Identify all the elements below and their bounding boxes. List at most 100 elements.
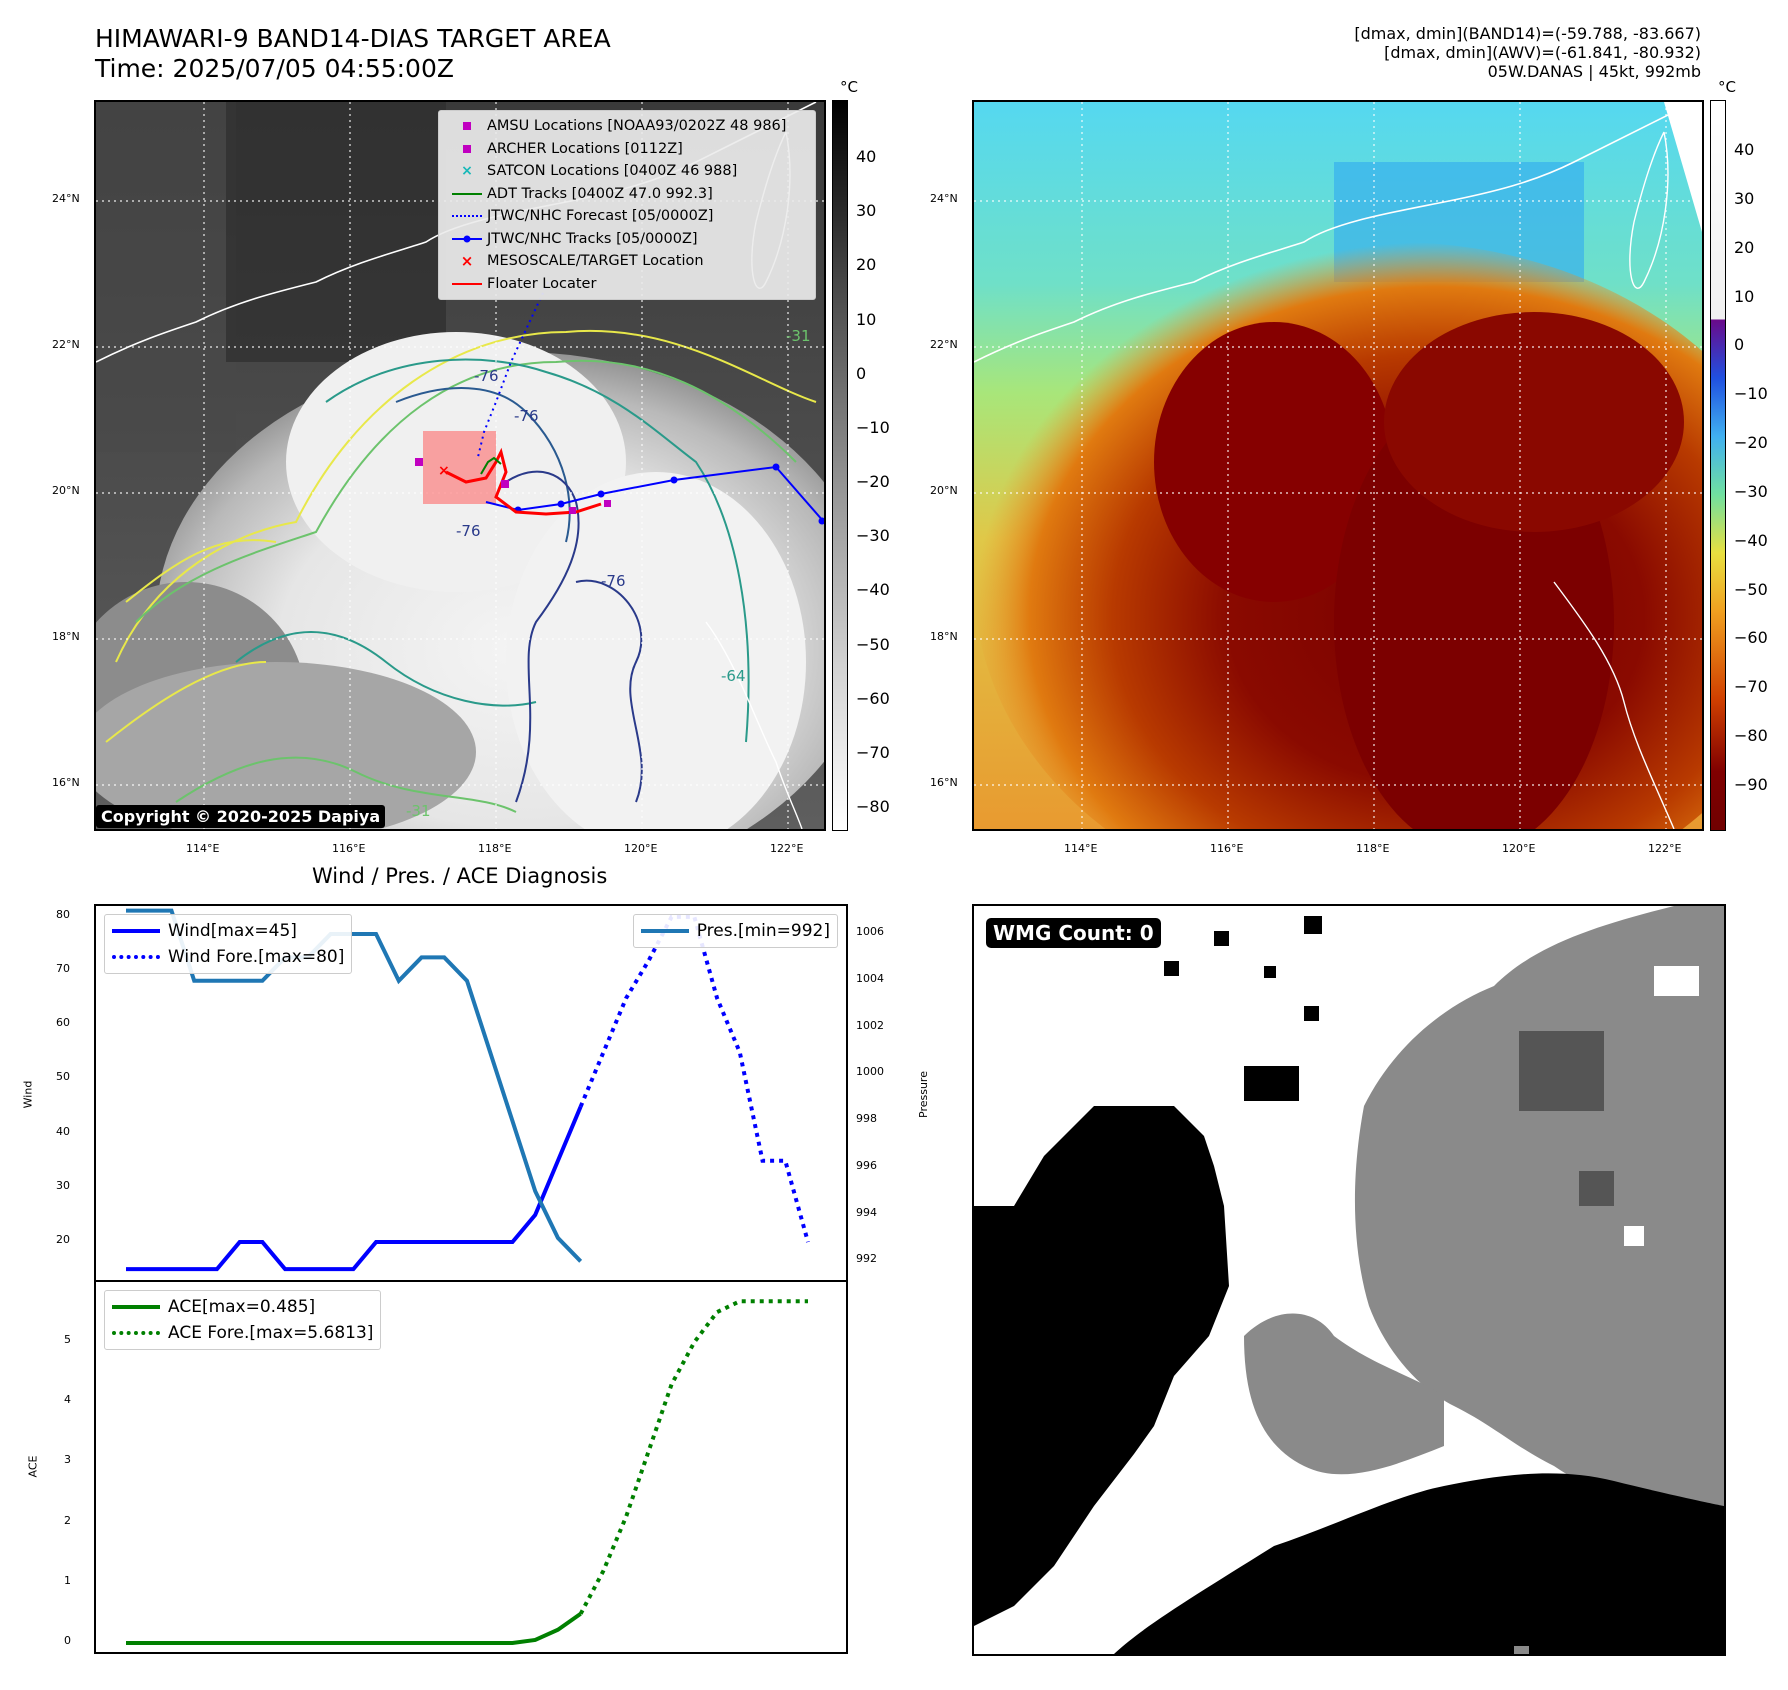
wind-tick: 30	[56, 1178, 70, 1192]
lon-tick: 116°E	[332, 842, 366, 855]
pressure-tick: 996	[856, 1158, 877, 1172]
lon-tick: 120°E	[1502, 842, 1536, 855]
pressure-tick: 1006	[856, 925, 884, 939]
series-line-2	[126, 908, 583, 1263]
dotted-line-icon	[452, 215, 482, 218]
ace-tick: 5	[64, 1333, 71, 1347]
colorbar-tick: 10	[856, 309, 877, 329]
colorbar-tick: 0	[856, 363, 867, 383]
legend-item-amsu: AMSU Locations [NOAA93/0202Z 48 986]	[447, 115, 807, 138]
x-marker-icon: ×	[461, 163, 473, 180]
lat-tick: 16°N	[52, 776, 80, 789]
solid-line-icon	[112, 1305, 160, 1309]
series-line-1	[578, 914, 810, 1243]
lon-tick: 122°E	[1648, 842, 1682, 855]
colorbar-tick: −30	[1734, 481, 1768, 501]
awv-map-panel	[972, 100, 1704, 831]
solid-line-icon	[452, 282, 482, 285]
colorbar-tick: 20	[856, 255, 877, 275]
lat-tick: 24°N	[930, 192, 958, 205]
wmg-count-badge: WMG Count: 0	[986, 918, 1161, 948]
colorbar-tick: 30	[856, 201, 877, 221]
colorbar-tick: 40	[1734, 140, 1755, 159]
wind-tick: 80	[56, 907, 70, 921]
solid-line-icon	[640, 929, 689, 933]
lat-tick: 24°N	[52, 192, 80, 205]
wmg-panel: WMG Count: 0	[972, 904, 1726, 1656]
lon-tick: 120°E	[624, 842, 658, 855]
legend-item-mesoscale: × MESOSCALE/TARGET Location	[460, 252, 704, 271]
ir-colorbar	[832, 100, 848, 831]
colorbar-tick: −80	[856, 797, 890, 816]
ace-legend: ACE[max=0.485] ACE Fore.[max=5.6813]	[104, 1290, 382, 1350]
ace-tick: 0	[64, 1633, 71, 1647]
legend-item-jtwc-forecast: JTWC/NHC Forecast [05/0000Z]	[447, 205, 807, 228]
colorbar-tick: −90	[1734, 775, 1768, 794]
wind-pressure-panel: Wind[max=45] Wind Fore.[max=80] Pres.[mi…	[94, 904, 848, 1282]
colorbar-tick: −70	[856, 742, 890, 762]
figure-title: HIMAWARI-9 BAND14-DIAS TARGET AREA	[95, 24, 611, 53]
pressure-tick: 1004	[856, 971, 884, 985]
pressure-legend: Pres.[min=992]	[632, 914, 838, 948]
wind-tick: 70	[56, 962, 70, 976]
colorbar-tick: −30	[856, 526, 890, 546]
info-awv-range: [dmax, dmin](AWV)=(-61.841, -80.932)	[1384, 43, 1701, 62]
wind-tick: 50	[56, 1070, 70, 1084]
colorbar-tick: 10	[1734, 286, 1755, 306]
solid-line-icon	[112, 929, 160, 933]
pressure-tick: 1002	[856, 1018, 884, 1032]
pressure-tick: 992	[856, 1252, 877, 1266]
legend-item-adt: ADT Tracks [0400Z 47.0 992.3]	[447, 183, 807, 206]
pressure-ylabel: Pressure	[916, 1071, 930, 1118]
legend-item-archer: ARCHER Locations [0112Z]	[447, 138, 807, 161]
square-marker-icon	[463, 122, 471, 131]
pressure-tick: 994	[856, 1205, 877, 1219]
ir-colorbar-unit: °C	[840, 78, 858, 96]
colorbar-tick: −50	[1734, 579, 1768, 599]
wind-pressure-plot	[126, 908, 810, 1272]
lon-tick: 122°E	[770, 842, 804, 855]
lat-tick: 18°N	[52, 630, 80, 643]
ace-plot	[126, 1299, 808, 1645]
lat-tick: 16°N	[930, 776, 958, 789]
ace-tick: 2	[64, 1513, 71, 1527]
ace-tick: 4	[64, 1393, 71, 1407]
awv-colorbar	[1710, 100, 1726, 831]
wind-ylabel: Wind	[21, 1080, 35, 1109]
contour-label: -76	[474, 367, 499, 385]
wind-tick: 60	[56, 1016, 70, 1030]
lon-tick: 114°E	[1064, 842, 1098, 855]
lat-tick: 20°N	[930, 484, 958, 497]
lat-tick: 22°N	[52, 338, 80, 351]
colorbar-tick: −60	[1734, 628, 1768, 648]
wind-tick: 20	[56, 1233, 70, 1247]
ace-tick: 1	[64, 1573, 71, 1587]
legend-item-satcon: × SATCON Locations [0400Z 46 988]	[461, 163, 738, 180]
ir-map-panel: × -76 -76 -76 -76 -64 -31 -31 AMSU Locat…	[94, 100, 826, 831]
contour-label: -64	[721, 667, 746, 685]
lon-tick: 116°E	[1210, 842, 1244, 855]
awv-colorbar-unit: °C	[1718, 78, 1736, 96]
colorbar-tick: −10	[856, 417, 890, 437]
copyright-badge: Copyright © 2020-2025 Dapiya	[96, 805, 386, 828]
wmg-image	[974, 906, 1724, 1654]
colorbar-tick: −60	[856, 688, 890, 708]
colorbar-tick: 20	[1734, 237, 1755, 257]
contour-label: -76	[514, 407, 539, 425]
lat-tick: 18°N	[930, 630, 958, 643]
dotted-line-icon	[112, 955, 160, 959]
info-storm: 05W.DANAS | 45kt, 992mb	[1487, 62, 1701, 81]
colorbar-tick: −10	[1734, 384, 1768, 404]
lat-tick: 20°N	[52, 484, 80, 497]
legend-item-jtwc-tracks: JTWC/NHC Tracks [05/0000Z]	[447, 228, 807, 251]
dotted-line-icon	[112, 1331, 160, 1335]
map-legend: AMSU Locations [NOAA93/0202Z 48 986] ARC…	[438, 110, 816, 300]
colorbar-tick: −40	[1734, 530, 1768, 550]
colorbar-tick: −40	[856, 580, 890, 600]
ace-tick: 3	[64, 1453, 71, 1467]
pressure-tick: 998	[856, 1112, 877, 1126]
wind-legend: Wind[max=45] Wind Fore.[max=80]	[104, 914, 353, 974]
contour-label: -76	[456, 522, 481, 540]
info-band14-range: [dmax, dmin](BAND14)=(-59.788, -83.667)	[1354, 24, 1701, 43]
lon-tick: 114°E	[186, 842, 220, 855]
